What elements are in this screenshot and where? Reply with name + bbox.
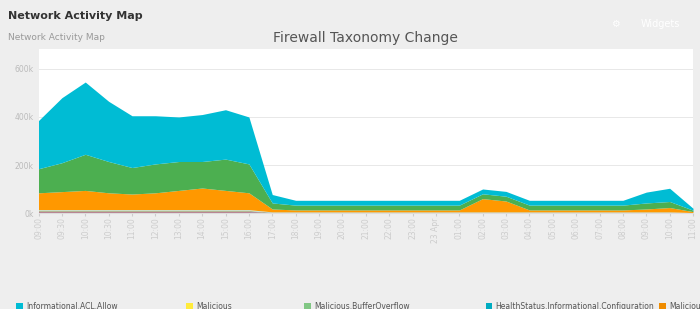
Text: Network Activity Map: Network Activity Map xyxy=(8,32,105,42)
Title: Firewall Taxonomy Change: Firewall Taxonomy Change xyxy=(273,32,458,45)
Text: Widgets: Widgets xyxy=(640,19,680,29)
Legend: Informational.ACL.Allow, Informational, HealthStatus.Informational.Session.Stop,: Informational.ACL.Allow, Informational, … xyxy=(16,302,700,309)
Text: ⚙: ⚙ xyxy=(611,19,620,29)
Text: Network Activity Map: Network Activity Map xyxy=(8,11,143,20)
